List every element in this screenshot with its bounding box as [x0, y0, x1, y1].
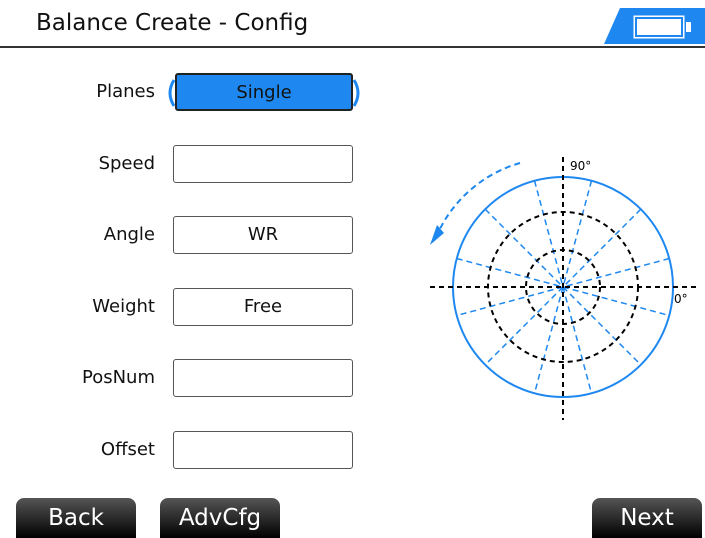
field-label: Weight — [92, 295, 155, 317]
field-label: Planes — [96, 81, 155, 102]
next-button[interactable]: Next — [592, 498, 702, 538]
field-label: Offset — [100, 438, 155, 460]
top-label: 90° — [570, 159, 591, 173]
angle-diagram: 90° 0° — [430, 157, 698, 420]
battery-icon — [604, 8, 705, 44]
field-label: Angle — [103, 224, 155, 245]
field-input[interactable] — [173, 430, 353, 469]
field-input[interactable] — [173, 144, 353, 183]
field-input[interactable]: Single — [175, 73, 353, 111]
field-input[interactable]: WR — [173, 216, 353, 254]
advcfg-button[interactable]: AdvCfg — [160, 498, 280, 538]
arrows[interactable] — [162, 78, 362, 108]
field-input[interactable] — [173, 359, 353, 397]
field-input[interactable]: Free — [173, 287, 353, 326]
header: Balance Create - Config — [0, 0, 705, 48]
field-label: PosNum — [81, 367, 155, 388]
back-button[interactable]: Back — [16, 498, 136, 538]
title: Balance Create - Config — [36, 10, 309, 36]
field-label: Speed — [98, 152, 155, 174]
right-label: 0° — [674, 292, 688, 306]
